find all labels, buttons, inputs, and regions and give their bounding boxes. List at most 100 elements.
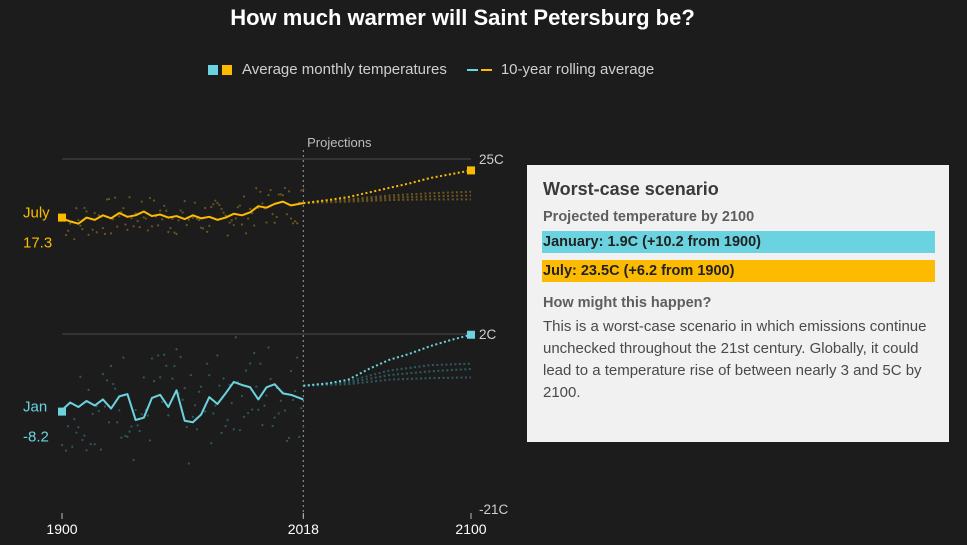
monthly-dot [95, 231, 98, 234]
y-tick-label-25C: 25C [479, 152, 504, 167]
monthly-dot [244, 232, 248, 235]
y-tick-label--21C: -21C [479, 502, 509, 517]
monthly-dot [195, 428, 199, 431]
monthly-dot [136, 424, 139, 427]
monthly-dot [105, 379, 109, 382]
monthly-dot [273, 416, 276, 419]
monthly-dot [122, 207, 125, 210]
monthly-dot [138, 226, 141, 229]
monthly-dot [285, 213, 289, 216]
monthly-dot [81, 438, 84, 442]
x-tick-label-1900: 1900 [46, 521, 77, 537]
monthly-dot [165, 209, 168, 212]
monthly-dot [226, 419, 229, 422]
monthly-dot [183, 199, 186, 203]
monthly-dot [122, 356, 125, 359]
monthly-dot [273, 221, 276, 224]
monthly-dot [212, 203, 215, 206]
monthly-dot [271, 424, 274, 428]
monthly-dot [265, 221, 268, 224]
monthly-dot [230, 219, 233, 222]
legend-rolling-label: 10-year rolling average [500, 61, 655, 78]
monthly-dot [193, 201, 197, 204]
monthly-dot [161, 400, 164, 404]
legend-monthly-label: Average monthly temperatures [242, 61, 447, 78]
monthly-dot [206, 230, 209, 233]
legend-july-dash-icon [480, 68, 492, 71]
chart-labels: Projections 1900 2018 2100 25C 2C -21C July 17.3… [23, 135, 509, 537]
monthly-dot [148, 439, 152, 442]
legend-jan-dash-icon [466, 68, 478, 71]
monthly-dot [206, 362, 209, 365]
monthly-dot [120, 210, 123, 214]
monthly-dot [130, 425, 133, 428]
monthly-dot [259, 362, 262, 365]
monthly-dot [220, 431, 223, 434]
monthly-dot [208, 224, 211, 228]
monthly-dot [81, 228, 84, 231]
monthly-dot [93, 443, 96, 446]
monthly-dot [118, 215, 121, 218]
july-projection-bar: July: 23.5C (+6.2 from 1900) [542, 260, 935, 282]
monthly-dot [60, 444, 64, 447]
monthly-dot [216, 354, 219, 357]
monthly-dot [234, 217, 237, 220]
monthly-dot [93, 211, 96, 215]
monthly-dot [242, 195, 246, 198]
monthly-dot [212, 412, 215, 415]
monthly-dot [128, 430, 131, 433]
monthly-dot [69, 222, 72, 225]
monthly-dot [277, 412, 280, 415]
monthly-dot [85, 210, 88, 213]
monthly-dot [152, 199, 156, 202]
monthly-dot [169, 227, 172, 230]
monthly-dot [146, 414, 149, 417]
start-marker-july [58, 213, 66, 222]
monthly-dot [271, 213, 274, 216]
monthly-dot [300, 406, 303, 410]
monthly-dot [214, 404, 217, 407]
monthly-dot [269, 377, 272, 381]
monthly-dot [218, 203, 221, 207]
projection-alt-line-jan [303, 368, 472, 387]
monthly-dot [199, 385, 203, 388]
monthly-dot [173, 364, 176, 368]
monthly-dot [112, 382, 115, 386]
monthly-dot [179, 355, 182, 359]
legend-july-square-icon [222, 64, 232, 75]
monthly-dot [77, 426, 80, 429]
monthly-dot [148, 196, 152, 200]
grid-lines [61, 150, 472, 519]
monthly-dot [210, 205, 213, 209]
end-marker-jan [467, 330, 475, 339]
monthly-dot [251, 211, 254, 215]
monthly-dot [249, 362, 252, 365]
monthly-dot [109, 364, 113, 368]
monthly-dot [157, 354, 160, 357]
monthly-dot [171, 377, 174, 380]
monthly-dot [291, 398, 295, 402]
monthly-dot [193, 404, 197, 407]
monthly-dot [255, 385, 258, 388]
monthly-dot [279, 193, 282, 196]
monthly-dot [224, 425, 227, 428]
legend: Average monthly temperatures 10-year rol… [208, 61, 654, 78]
monthly-dot [173, 231, 176, 234]
monthly-dot [85, 449, 88, 452]
monthly-dot [281, 194, 284, 197]
monthly-dot [159, 209, 162, 212]
monthly-dot [267, 346, 270, 349]
monthly-dot [275, 215, 278, 219]
monthly-dot [128, 196, 131, 199]
monthly-dot [144, 217, 147, 220]
monthly-dot [124, 223, 127, 226]
monthly-dot [210, 442, 213, 445]
monthly-dot [116, 421, 119, 424]
monthly-dot [114, 387, 117, 390]
monthly-dot [142, 376, 145, 379]
monthly-dot [75, 207, 78, 210]
monthly-dot [126, 435, 129, 438]
monthly-dot [87, 233, 90, 237]
january-projection-bar: January: 1.9C (+10.2 from 1900) [542, 231, 935, 253]
